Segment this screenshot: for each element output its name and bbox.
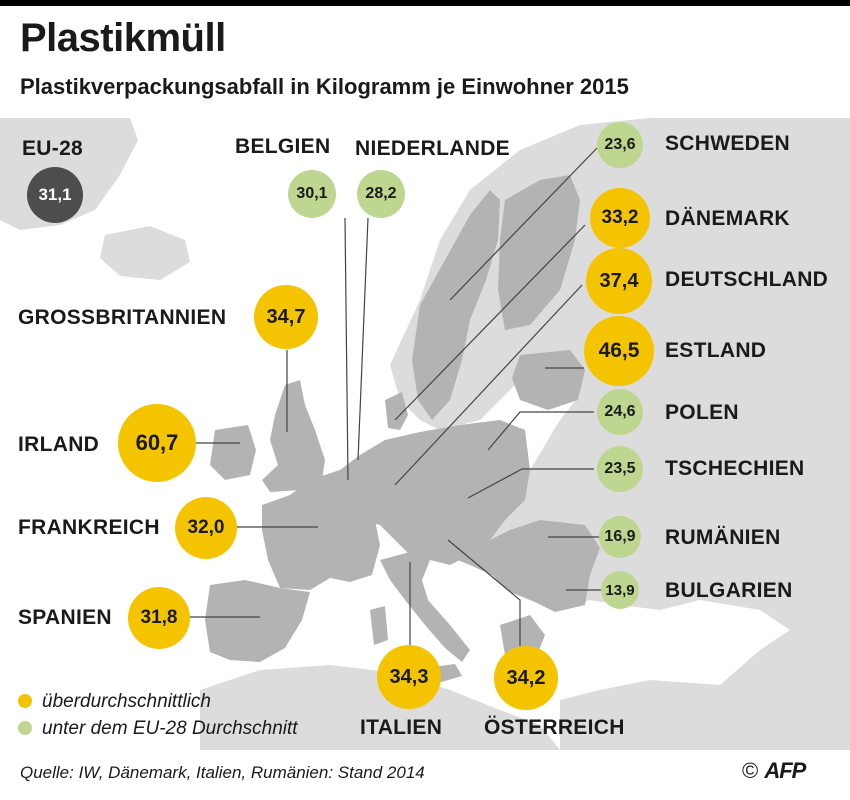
bubble-polen: 24,6: [597, 389, 643, 435]
bubble-frankreich: 32,0: [175, 497, 237, 559]
map-land-iceland: [100, 226, 190, 280]
map-land-balkans-eu: [445, 520, 600, 612]
map-land-denmark: [385, 392, 408, 430]
label-deutschland: DEUTSCHLAND: [665, 268, 829, 291]
label-estland: ESTLAND: [665, 339, 767, 362]
map-land-finland: [498, 175, 580, 330]
map-land-scandinavia: [412, 190, 500, 420]
label-spanien: SPANIEN: [18, 606, 112, 629]
legend-below: unter dem EU-28 Durchschnitt: [18, 718, 298, 740]
map-land-italy: [380, 552, 470, 662]
leader-line-belgien: [344, 217, 349, 481]
bubble-tschechien: 23,5: [597, 446, 643, 492]
copyright-symbol: ©: [742, 758, 759, 783]
label-bulgarien: BULGARIEN: [665, 579, 793, 602]
label-belgien: BELGIEN: [235, 135, 331, 158]
bubble-oesterreich: 34,2: [494, 646, 558, 710]
page-subtitle: Plastikverpackungsabfall in Kilogramm je…: [20, 74, 629, 99]
label-schweden: SCHWEDEN: [665, 132, 790, 155]
map-land-ireland: [210, 425, 256, 480]
credit: © AFP: [742, 758, 806, 784]
label-daenemark: DÄNEMARK: [665, 207, 790, 230]
label-irland: IRLAND: [18, 433, 100, 456]
bubble-schweden: 23,6: [597, 122, 643, 168]
label-eu28: EU-28: [22, 137, 84, 160]
label-polen: POLEN: [665, 401, 739, 424]
label-italien: ITALIEN: [360, 716, 443, 739]
bubble-eu28: 31,1: [27, 167, 83, 223]
afp-logo: AFP: [764, 758, 806, 783]
map-land-france: [262, 490, 380, 590]
leader-line-daenemark: [394, 224, 586, 421]
bubble-bulgarien: 13,9: [601, 571, 639, 609]
top-rule: [0, 0, 850, 6]
label-tschechien: TSCHECHIEN: [665, 457, 805, 480]
leader-line-niederlande: [357, 217, 369, 461]
map-land-iberia: [205, 580, 310, 662]
bubble-belgien: 30,1: [288, 170, 336, 218]
bubble-irland: 60,7: [118, 404, 196, 482]
bubble-italien: 34,3: [377, 645, 441, 709]
bubble-rumaenien: 16,9: [599, 516, 641, 558]
bubble-spanien: 31,8: [128, 587, 190, 649]
source-note: Quelle: IW, Dänemark, Italien, Rumänien:…: [20, 763, 425, 782]
legend-below-text: unter dem EU-28 Durchschnitt: [42, 718, 298, 739]
legend-above-swatch: [18, 694, 32, 708]
label-rumaenien: RUMÄNIEN: [665, 526, 781, 549]
map-land-great-britain: [262, 380, 325, 492]
bubble-deutschland: 37,4: [586, 248, 652, 314]
bubble-daenemark: 33,2: [590, 188, 650, 248]
bubble-estland: 46,5: [584, 316, 654, 386]
label-oesterreich: ÖSTERREICH: [484, 716, 625, 739]
map-land-continent: [262, 420, 530, 565]
legend-above-text: überdurchschnittlich: [42, 691, 211, 712]
map-land-baltics: [512, 350, 585, 410]
leader-line-tschechien: [467, 468, 594, 499]
leader-line-deutschland: [394, 284, 583, 486]
label-niederlande: NIEDERLANDE: [355, 137, 510, 160]
bubble-grossbritannien: 34,7: [254, 285, 318, 349]
map-land-north-africa: [200, 665, 560, 750]
label-frankreich: FRANKREICH: [18, 516, 160, 539]
leader-line-oesterreich: [447, 539, 521, 646]
page-title: Plastikmüll: [20, 16, 226, 60]
leader-line-schweden: [449, 147, 598, 301]
legend-above: überdurchschnittlich: [18, 691, 211, 713]
label-grossbritannien: GROSSBRITANNIEN: [18, 306, 227, 329]
legend-below-swatch: [18, 721, 32, 735]
bubble-niederlande: 28,2: [357, 170, 405, 218]
leader-line-polen: [487, 411, 594, 451]
map-land-sardinia: [370, 606, 388, 645]
